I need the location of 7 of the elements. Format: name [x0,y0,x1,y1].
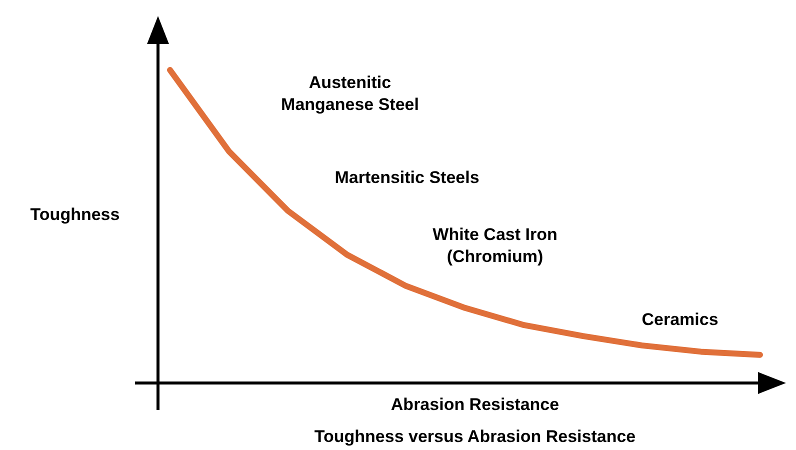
annotation: Austenitic Manganese Steel [281,73,419,114]
annotation: Martensitic Steels [334,168,480,187]
annotation: White Cast Iron (Chromium) [432,225,558,266]
x-axis-title: Abrasion Resistance [390,395,560,414]
annotation: Ceramics [642,310,718,329]
text: Toughness versus Abrasion Resistance [314,427,636,446]
y-axis-title: Toughness [30,205,120,224]
